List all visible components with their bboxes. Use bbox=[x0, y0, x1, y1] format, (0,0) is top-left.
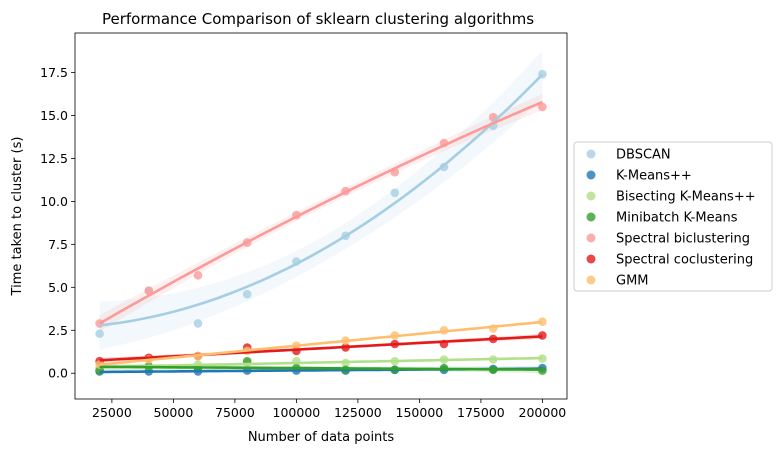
legend-marker-spectral-coclustering bbox=[586, 254, 596, 264]
legend-marker-k-means bbox=[586, 170, 596, 180]
x-tick-label: 200000 bbox=[519, 405, 567, 420]
fit-line-spectral-biclustering bbox=[98, 100, 543, 325]
y-tick-label: 10.0 bbox=[40, 194, 68, 209]
point-dbscan bbox=[95, 329, 104, 339]
legend-marker-spectral-biclustering bbox=[586, 233, 596, 243]
fit-line-bisecting-k-means bbox=[99, 356, 543, 369]
y-tick-label: 17.5 bbox=[40, 65, 68, 80]
fit-line-spectral-coclustering bbox=[99, 335, 543, 362]
axes-frame bbox=[74, 32, 568, 400]
legend-label-dbscan: DBSCAN bbox=[616, 148, 671, 163]
legend: DBSCAN K-Means++ Bisecting K-Means++ Miniba… bbox=[573, 141, 773, 292]
y-tick-label: 15.0 bbox=[40, 108, 68, 123]
legend-marker-bisecting-k-means bbox=[586, 191, 596, 201]
point-spectral-biclustering bbox=[193, 271, 203, 280]
confidence-bands bbox=[99, 50, 543, 374]
point-spectral-biclustering bbox=[144, 286, 154, 296]
x-tick-label: 25000 bbox=[92, 405, 132, 420]
chart-title: Performance Comparison of sklearn cluste… bbox=[102, 10, 534, 28]
legend-marker-gmm bbox=[586, 275, 596, 285]
x-tick-label: 175000 bbox=[457, 405, 505, 420]
y-tick-label: 5.0 bbox=[48, 280, 68, 295]
legend-marker-minibatch-k-means bbox=[586, 212, 596, 222]
fit-line-dbscan bbox=[99, 73, 544, 327]
band-spectral-biclustering bbox=[99, 93, 543, 332]
x-tick-label: 75000 bbox=[215, 405, 255, 420]
point-dbscan bbox=[242, 289, 252, 299]
x-axis: 25000 50000 75000 100000 125000 150000 175000 2… bbox=[92, 399, 566, 420]
legend-label-k-means: K-Means++ bbox=[616, 169, 692, 184]
y-tick-label: 12.5 bbox=[40, 151, 68, 166]
legend-marker-dbscan bbox=[586, 149, 596, 159]
y-axis: 0.0 2.5 5.0 7.5 10.0 12.5 15.0 17.5 bbox=[40, 65, 75, 381]
legend-label-spectral-coclustering: Spectral coclustering bbox=[616, 253, 753, 268]
plot-area bbox=[95, 50, 547, 376]
fit-lines bbox=[98, 73, 544, 374]
fit-line-gmm bbox=[99, 320, 543, 366]
y-axis-title: Time taken to cluster (s) bbox=[10, 137, 25, 297]
x-tick-label: 125000 bbox=[334, 405, 382, 420]
legend-label-minibatch-k-means: Minibatch K-Means bbox=[616, 211, 738, 226]
point-dbscan bbox=[390, 188, 400, 198]
fit-line-minibatch-k-means bbox=[99, 365, 543, 371]
x-tick-label: 100000 bbox=[273, 405, 321, 420]
legend-label-gmm: GMM bbox=[616, 274, 649, 289]
legend-label-bisecting-k-means: Bisecting K-Means++ bbox=[616, 190, 756, 205]
legend-frame bbox=[573, 141, 773, 292]
x-tick-label: 150000 bbox=[396, 405, 444, 420]
y-tick-label: 0.0 bbox=[48, 366, 68, 381]
point-spectral-biclustering bbox=[538, 102, 547, 112]
point-dbscan bbox=[193, 319, 203, 328]
legend-label-spectral-biclustering: Spectral biclustering bbox=[616, 232, 750, 247]
x-axis-title: Number of data points bbox=[248, 430, 395, 445]
x-tick-label: 50000 bbox=[154, 405, 194, 420]
point-gmm bbox=[538, 317, 547, 327]
y-tick-label: 2.5 bbox=[48, 323, 68, 338]
y-tick-label: 7.5 bbox=[48, 237, 68, 252]
